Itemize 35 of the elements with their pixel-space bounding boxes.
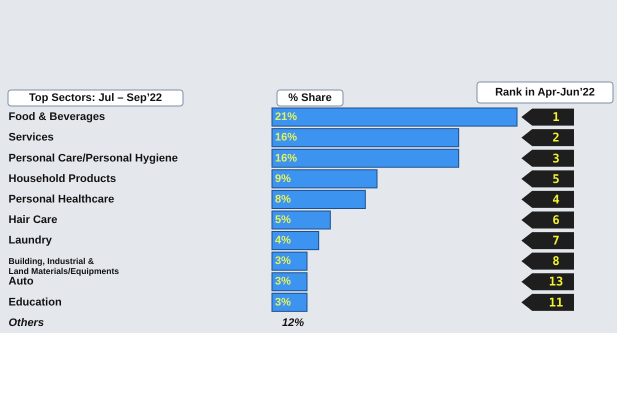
- text: 1: [552, 110, 560, 124]
- text: 3: [552, 151, 560, 166]
- text: 11: [548, 295, 564, 310]
- text: 13: [548, 274, 564, 289]
- text: 2: [552, 130, 560, 145]
- data-label: 4%: [275, 234, 292, 247]
- y-tick-label: Building, Industrial & Land Materials/Equipments: [8, 256, 120, 276]
- data-label: 21%: [275, 111, 298, 124]
- y-tick-label: Auto: [8, 276, 34, 288]
- data-label: 16%: [275, 132, 298, 144]
- text: 7: [552, 234, 560, 248]
- data-label: 8%: [275, 193, 292, 206]
- y-tick-label: Hair Care: [8, 214, 58, 226]
- text: 8: [552, 254, 560, 268]
- y-axis-title: Top Sectors: Jul – Sep’22: [28, 92, 162, 104]
- y-tick-label: Laundry: [8, 234, 53, 247]
- y-tick-label: Personal Healthcare: [8, 193, 114, 206]
- text: 12%: [282, 316, 304, 329]
- y-tick-label: Others: [8, 316, 44, 329]
- data-label: 3%: [275, 296, 292, 308]
- text: 5: [552, 172, 560, 186]
- data-label: 3%: [275, 276, 292, 288]
- text: 4: [552, 192, 560, 206]
- y-tick-label: Education: [8, 296, 62, 308]
- data-label: 9%: [275, 172, 292, 185]
- data-label: 5%: [275, 214, 292, 226]
- data-label: 16%: [275, 152, 298, 164]
- text: 6: [552, 213, 560, 227]
- y-tick-label: Services: [8, 132, 54, 144]
- text: Rank in Apr-Jun’22: [495, 86, 595, 98]
- data-label: 3%: [275, 255, 292, 268]
- y-tick-label: Household Products: [8, 172, 116, 185]
- y-tick-label: Food & Beverages: [8, 111, 106, 124]
- y-tick-label: Personal Care/Personal Hygiene: [8, 152, 178, 164]
- x-axis-title: % Share: [288, 92, 332, 104]
